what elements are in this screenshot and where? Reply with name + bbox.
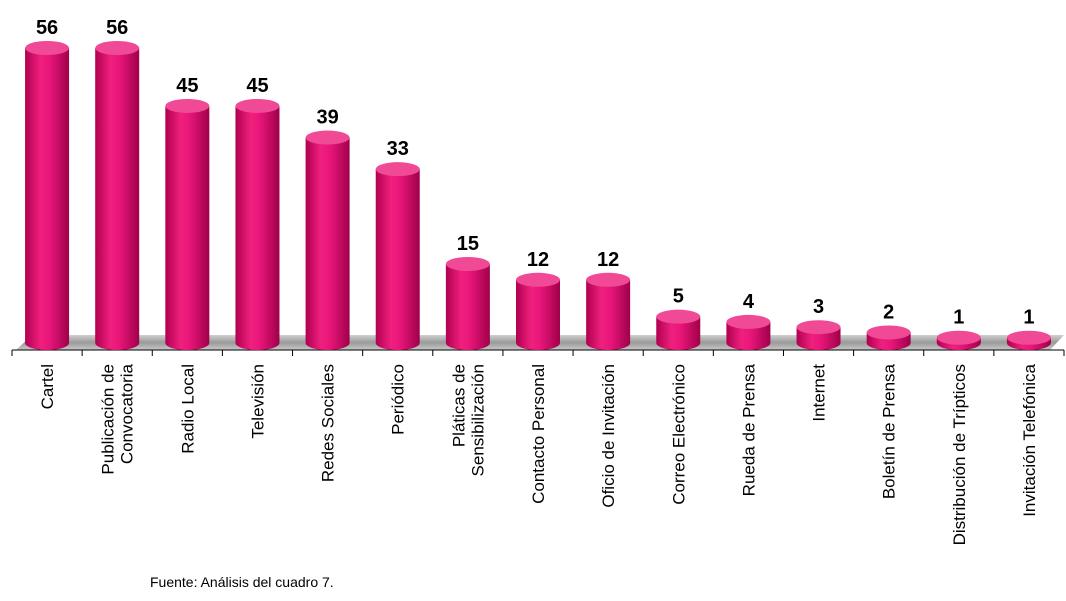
bar [1006,330,1051,351]
value-label: 4 [743,291,755,313]
category-label: Publicación deConvocatoria [99,363,137,474]
category-label: Radio Local [178,364,197,454]
value-label: 45 [246,75,268,97]
bar-top [25,41,70,55]
bar-top [235,98,280,113]
bar-body [726,321,771,351]
bar-body [165,105,210,351]
category-label: Invitación Telefónica [1020,363,1039,516]
bar [726,314,771,351]
value-label: 15 [457,233,479,255]
value-label: 33 [387,138,409,160]
category-label: Cartel [38,364,57,409]
bar [866,325,911,351]
bar-top [586,272,631,287]
bar-top [726,314,771,329]
category-label: Oficio de Invitación [599,364,618,508]
bar-top [375,162,420,177]
bar [165,98,210,351]
bar [25,41,70,351]
bar-body [95,48,140,351]
bar [936,330,981,351]
value-label: 45 [176,75,198,97]
category-label: Pláticas deSensibilización [449,364,487,476]
bar-top [1006,330,1051,345]
bar [95,41,140,351]
category-label: Televisión [248,364,267,439]
bar [586,272,631,351]
category-label: Rueda de Prensa [739,363,758,496]
bar-top [936,330,981,345]
bar [375,162,420,351]
bar-body [305,137,350,351]
bar-body [375,169,420,351]
bar [445,256,490,351]
category-label: Correo Electrónico [669,364,688,505]
value-label: 12 [527,249,549,271]
source-note: Fuente: Análisis del cuadro 7. [150,574,334,590]
bar-body [445,263,490,351]
bar-top [796,320,841,335]
bar [796,320,841,351]
bar [235,98,280,350]
value-label: 39 [316,107,338,129]
bar-top [656,309,701,324]
value-label: 1 [1023,307,1034,329]
bar-body [586,279,631,351]
bar [516,272,560,350]
category-label: Distribución de Trípticos [950,364,969,545]
value-label: 56 [106,17,128,39]
value-label: 12 [597,249,619,271]
bar-top [866,325,911,340]
category-label: Internet [810,364,829,422]
bar-body [656,316,701,351]
bar-top [95,41,140,55]
bar-top [445,256,490,271]
value-label: 3 [813,296,824,318]
value-label: 56 [36,17,58,39]
bar-top [305,130,350,145]
value-label: 2 [883,301,894,323]
bar-body [516,279,560,350]
category-label: Redes Sociales [319,364,338,482]
bar-body [235,105,280,350]
category-label: Boletín de Prensa [880,363,899,499]
category-label: Periódico [389,364,408,435]
value-label: 1 [953,307,964,329]
bar [305,130,350,351]
bar [656,309,701,351]
bar-top [165,98,210,113]
category-label: Contacto Personal [529,364,548,504]
value-label: 5 [673,286,684,308]
bar-top [516,272,560,287]
bar-body [25,48,70,351]
